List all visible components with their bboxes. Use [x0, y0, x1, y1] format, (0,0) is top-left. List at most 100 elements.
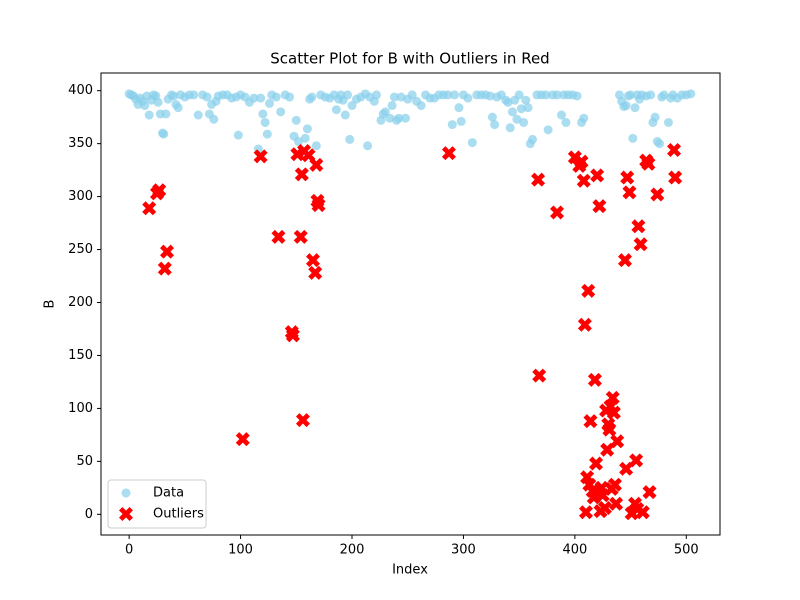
point — [600, 442, 615, 457]
point — [441, 146, 456, 161]
x-tick-label: 400 — [562, 543, 587, 558]
point — [407, 90, 417, 100]
point — [400, 113, 410, 123]
point — [153, 97, 163, 107]
point — [621, 101, 631, 111]
point — [363, 141, 373, 151]
x-tick-label: 0 — [125, 543, 133, 558]
y-tick-label: 0 — [85, 507, 93, 522]
point — [577, 317, 592, 332]
y-tick-label: 400 — [68, 83, 93, 98]
point — [592, 199, 607, 214]
point — [454, 103, 464, 113]
point — [686, 89, 696, 99]
legend-label: Data — [153, 486, 184, 501]
point — [528, 134, 538, 144]
y-tick-label: 300 — [68, 189, 93, 204]
point — [202, 92, 212, 102]
point — [622, 185, 637, 200]
point — [607, 477, 622, 492]
point — [189, 90, 199, 100]
point — [646, 90, 656, 100]
point — [265, 98, 275, 108]
point — [628, 133, 638, 143]
point — [160, 244, 175, 259]
point — [576, 173, 591, 188]
point — [302, 124, 312, 134]
point — [271, 229, 286, 244]
x-axis-label: Index — [392, 563, 428, 578]
point — [602, 422, 617, 437]
y-tick-label: 100 — [68, 401, 93, 416]
point — [331, 105, 341, 115]
point — [650, 112, 660, 122]
point — [209, 114, 219, 124]
point — [256, 93, 266, 103]
y-axis-label: B — [43, 300, 58, 309]
point — [235, 432, 250, 447]
point — [343, 90, 353, 100]
point — [516, 104, 526, 114]
point — [579, 505, 594, 520]
x-tick-label: 500 — [674, 543, 699, 558]
series — [142, 143, 683, 521]
point — [443, 90, 453, 100]
point — [345, 134, 355, 144]
y-tick-label: 350 — [68, 136, 93, 151]
point — [159, 129, 169, 139]
point — [463, 93, 473, 103]
point — [629, 453, 644, 468]
legend: Data Outliers — [107, 479, 207, 529]
point — [610, 434, 625, 449]
point — [485, 91, 495, 101]
point — [169, 91, 179, 101]
point — [309, 157, 324, 172]
point — [609, 496, 624, 511]
point — [271, 92, 281, 102]
point — [618, 253, 633, 268]
point — [583, 414, 598, 429]
point — [142, 201, 157, 216]
point — [260, 117, 270, 127]
y-tick-label: 200 — [68, 295, 93, 310]
point — [300, 133, 310, 143]
point — [394, 113, 404, 123]
point — [173, 103, 183, 113]
point — [590, 168, 605, 183]
point — [650, 187, 665, 202]
point — [447, 120, 457, 130]
point — [140, 101, 150, 111]
point — [581, 283, 596, 298]
point — [514, 90, 524, 100]
point — [467, 138, 477, 148]
point — [389, 92, 399, 102]
point — [387, 101, 397, 111]
point — [597, 500, 612, 515]
point — [152, 183, 167, 198]
point — [262, 129, 272, 139]
point — [635, 505, 650, 520]
point — [642, 485, 657, 500]
point — [311, 141, 321, 151]
point — [667, 143, 682, 157]
point — [589, 456, 604, 471]
legend-box — [107, 479, 207, 529]
point — [276, 107, 286, 117]
point — [293, 229, 308, 244]
point — [144, 110, 154, 120]
point — [285, 328, 300, 343]
x-tick-label: 100 — [228, 543, 253, 558]
chart-title: Scatter Plot for B with Outliers in Red — [270, 50, 549, 68]
point — [450, 90, 460, 100]
point — [521, 95, 531, 105]
point — [258, 109, 268, 119]
series — [124, 89, 696, 158]
point — [193, 110, 203, 120]
point — [550, 205, 565, 220]
point — [641, 156, 656, 171]
point — [523, 103, 533, 113]
point — [311, 198, 326, 213]
axes-frame — [100, 72, 721, 536]
point — [305, 253, 320, 268]
